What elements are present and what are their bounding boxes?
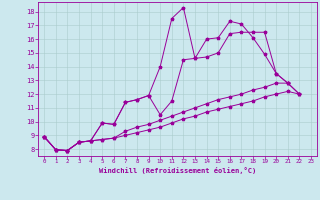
- X-axis label: Windchill (Refroidissement éolien,°C): Windchill (Refroidissement éolien,°C): [99, 167, 256, 174]
